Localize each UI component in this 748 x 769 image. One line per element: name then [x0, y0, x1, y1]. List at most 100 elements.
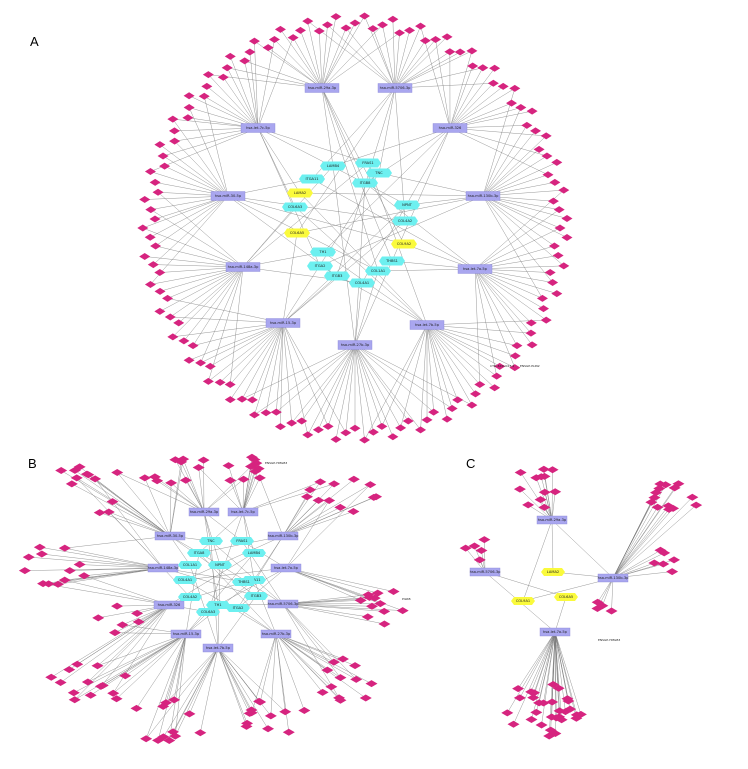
network-edge	[198, 467, 244, 513]
target-node-diamond	[354, 596, 367, 604]
network-edge	[206, 86, 259, 129]
network-edge	[170, 316, 284, 324]
network-edge	[364, 182, 476, 270]
network-edge	[217, 647, 269, 729]
target-node-diamond	[533, 145, 545, 153]
network-edge	[474, 268, 533, 346]
network-edge	[142, 195, 229, 229]
network-edge	[282, 322, 292, 423]
mirna-node: hsa-miR-5706-3p	[268, 599, 299, 609]
target-node-diamond	[168, 127, 180, 135]
network-edge	[321, 27, 347, 89]
target-node-diamond	[367, 428, 379, 436]
target-node-diamond	[55, 467, 68, 475]
target-node-diamond	[535, 473, 548, 481]
network-edge	[554, 596, 567, 633]
gene-node-label: TH1	[318, 250, 326, 254]
target-node-diamond	[192, 464, 205, 472]
gene-node-label: COL6A5	[290, 231, 304, 235]
network-edge	[165, 647, 219, 703]
network-edge	[394, 51, 461, 89]
target-node-diamond	[475, 547, 488, 555]
target-node-diamond	[546, 698, 559, 706]
gene-node-label: COL6A3	[201, 610, 215, 614]
gene-node-hexagon	[392, 216, 418, 226]
target-node-diamond	[159, 162, 171, 170]
network-edge	[426, 324, 480, 385]
network-edge	[282, 484, 371, 537]
network-edge	[162, 155, 229, 197]
network-edge	[426, 324, 473, 406]
target-node-diamond	[554, 224, 566, 232]
network-edge	[482, 195, 568, 238]
network-edge	[242, 468, 259, 513]
network-edge	[541, 631, 556, 725]
gene-node: COL6A3	[196, 608, 220, 616]
network-edge	[426, 324, 531, 334]
network-edge	[242, 483, 335, 513]
network-edge	[474, 268, 518, 346]
network-edge	[275, 633, 372, 684]
mirna-node-box	[597, 573, 629, 583]
network-edge	[275, 633, 357, 680]
target-node-diamond	[183, 104, 195, 112]
target-node-diamond	[92, 614, 105, 622]
network-edge	[474, 268, 516, 368]
target-node-diamond	[157, 152, 169, 160]
target-node-diamond	[364, 481, 377, 489]
target-node-diamond	[150, 242, 162, 250]
mirna-node: hsa-miR-15-3p	[265, 318, 301, 328]
target-node-diamond	[270, 408, 282, 416]
target-node-diamond	[336, 655, 349, 663]
target-node-diamond	[538, 488, 551, 496]
network-edge	[551, 491, 556, 521]
gene-node-hexagon	[324, 271, 350, 281]
network-edge	[426, 324, 500, 367]
gene-node-hexagon	[226, 604, 250, 612]
gene-node-hexagon	[196, 608, 220, 616]
gene-node-hexagon	[282, 202, 308, 212]
gene-node: ITGA11	[299, 174, 325, 184]
gene-node: COL9A1	[511, 597, 535, 605]
gene-node-label: TNC	[206, 539, 215, 543]
gene-node-label: THBS1	[385, 259, 398, 263]
gene-node-hexagon	[379, 256, 405, 266]
target-node-diamond	[245, 453, 258, 461]
gene-node-label: ITGB3	[332, 274, 343, 278]
target-node-diamond	[513, 694, 526, 702]
gene-node: NPNT	[208, 561, 232, 569]
target-node-diamond	[221, 64, 233, 72]
target-node-diamond	[402, 417, 414, 425]
network-edge	[192, 266, 244, 346]
network-edge	[612, 508, 674, 579]
target-node-diamond	[224, 381, 236, 389]
network-edge	[474, 268, 543, 299]
mirna-node-label: hsa-miR-15-3p	[270, 321, 297, 325]
network-edge	[426, 324, 448, 420]
network-edge	[332, 127, 451, 167]
network-edge	[172, 266, 244, 337]
gene-node: COL1A1	[365, 266, 391, 276]
mirna-node-label: hsa-let-7c-5p	[246, 126, 270, 130]
target-node-diamond	[527, 694, 540, 702]
network-edge	[230, 322, 284, 400]
network-edge	[327, 344, 356, 427]
target-node-diamond	[73, 561, 86, 569]
target-node-diamond	[334, 503, 347, 511]
gene-node-hexagon	[199, 537, 223, 545]
network-edge	[449, 68, 495, 129]
network-edge	[282, 232, 298, 324]
gene-node-hexagon	[511, 597, 535, 605]
target-node-diamond	[561, 214, 573, 222]
target-node-diamond	[430, 35, 442, 43]
gene-node-hexagon	[391, 239, 417, 249]
gene-node-label: COL6A5	[559, 595, 573, 599]
target-node-diamond	[522, 501, 535, 509]
target-node-diamond	[374, 600, 387, 608]
target-node-diamond	[294, 26, 306, 34]
network-edge	[426, 324, 497, 377]
network-edge	[208, 266, 244, 382]
target-node-diamond	[551, 290, 563, 298]
network-edge	[185, 552, 255, 635]
network-edge	[426, 319, 547, 326]
